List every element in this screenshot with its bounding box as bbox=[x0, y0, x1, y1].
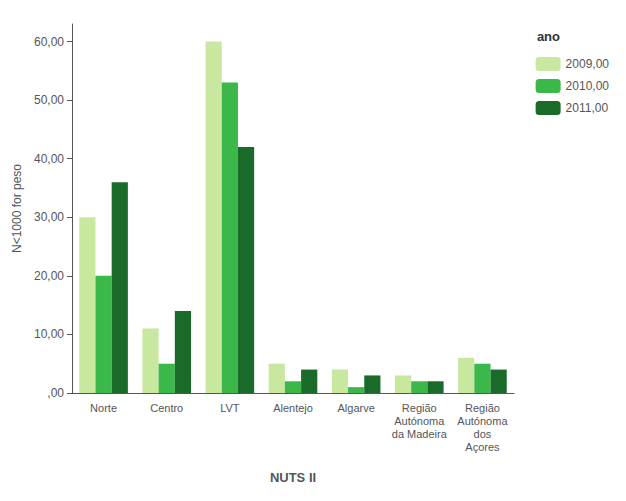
svg-text:Norte: Norte bbox=[90, 402, 117, 414]
svg-text:Autónoma: Autónoma bbox=[394, 415, 445, 427]
svg-text:N<1000 for peso: N<1000 for peso bbox=[10, 164, 24, 253]
svg-text:10,00: 10,00 bbox=[34, 327, 64, 341]
svg-text:LVT: LVT bbox=[220, 402, 240, 414]
svg-text:40,00: 40,00 bbox=[34, 152, 64, 166]
svg-text:NUTS II: NUTS II bbox=[270, 470, 316, 485]
svg-text:2011,00: 2011,00 bbox=[566, 101, 609, 115]
svg-text:Algarve: Algarve bbox=[337, 402, 374, 414]
svg-text:60,00: 60,00 bbox=[34, 35, 64, 49]
svg-text:Alentejo: Alentejo bbox=[273, 402, 313, 414]
svg-text:da Madeira: da Madeira bbox=[392, 428, 448, 440]
svg-text:2010,00: 2010,00 bbox=[566, 79, 610, 93]
svg-text:20,00: 20,00 bbox=[34, 269, 64, 283]
svg-text:Centro: Centro bbox=[150, 402, 183, 414]
svg-text:Região: Região bbox=[402, 402, 437, 414]
svg-text:Açores: Açores bbox=[465, 441, 500, 453]
svg-text:dos: dos bbox=[474, 428, 492, 440]
svg-text:Região: Região bbox=[465, 402, 500, 414]
svg-text:30,00: 30,00 bbox=[34, 210, 64, 224]
svg-text:50,00: 50,00 bbox=[34, 93, 64, 107]
svg-text:,00: ,00 bbox=[47, 386, 64, 400]
svg-text:2009,00: 2009,00 bbox=[566, 57, 610, 71]
svg-text:ano: ano bbox=[537, 29, 560, 44]
svg-text:Autónoma: Autónoma bbox=[457, 415, 508, 427]
